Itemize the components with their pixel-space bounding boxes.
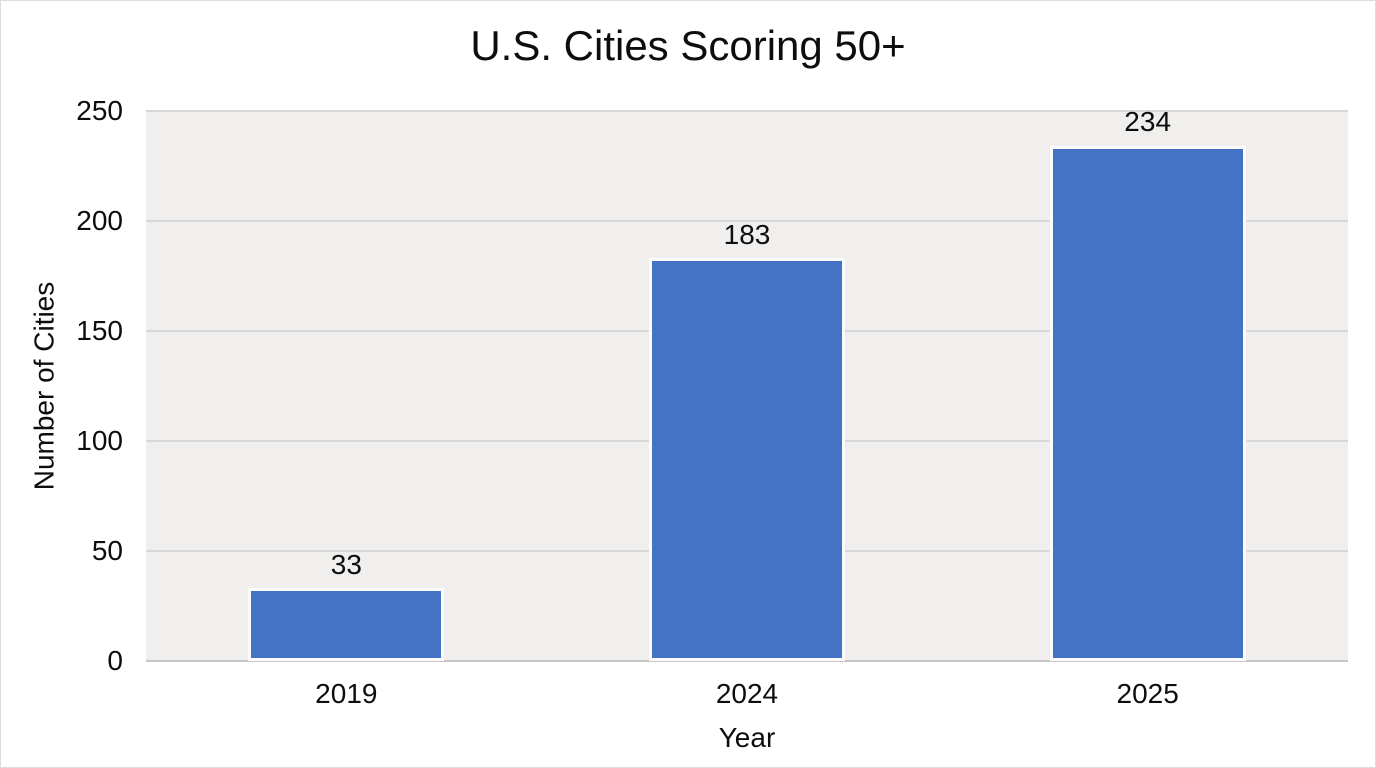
plot-area: 33 183 234 <box>146 107 1348 662</box>
x-axis-line <box>146 660 1348 662</box>
x-axis-title: Year <box>718 722 776 753</box>
x-tick-label: 2024 <box>715 678 779 709</box>
bar-2025 <box>1049 146 1246 661</box>
y-tick-label: 200 <box>76 205 123 236</box>
y-tick-label: 100 <box>76 425 123 456</box>
gridline <box>146 220 1348 222</box>
y-tick-label: 250 <box>76 95 123 126</box>
gridline <box>146 110 1348 112</box>
bar-2019 <box>248 588 445 661</box>
x-tick-label: 2025 <box>1116 678 1179 709</box>
chart-title: U.S. Cities Scoring 50+ <box>470 22 906 69</box>
y-tick-label: 150 <box>76 315 123 346</box>
y-axis-title-container: Number of Cities <box>15 111 73 661</box>
bar-2024 <box>649 258 845 661</box>
x-tick-label: 2019 <box>315 678 378 709</box>
bar-value-label: 33 <box>330 548 362 580</box>
bar-value-label: 183 <box>723 218 771 250</box>
y-tick-label: 0 <box>107 645 123 676</box>
y-tick-label: 50 <box>91 535 123 566</box>
bar-value-label: 234 <box>1124 106 1172 138</box>
